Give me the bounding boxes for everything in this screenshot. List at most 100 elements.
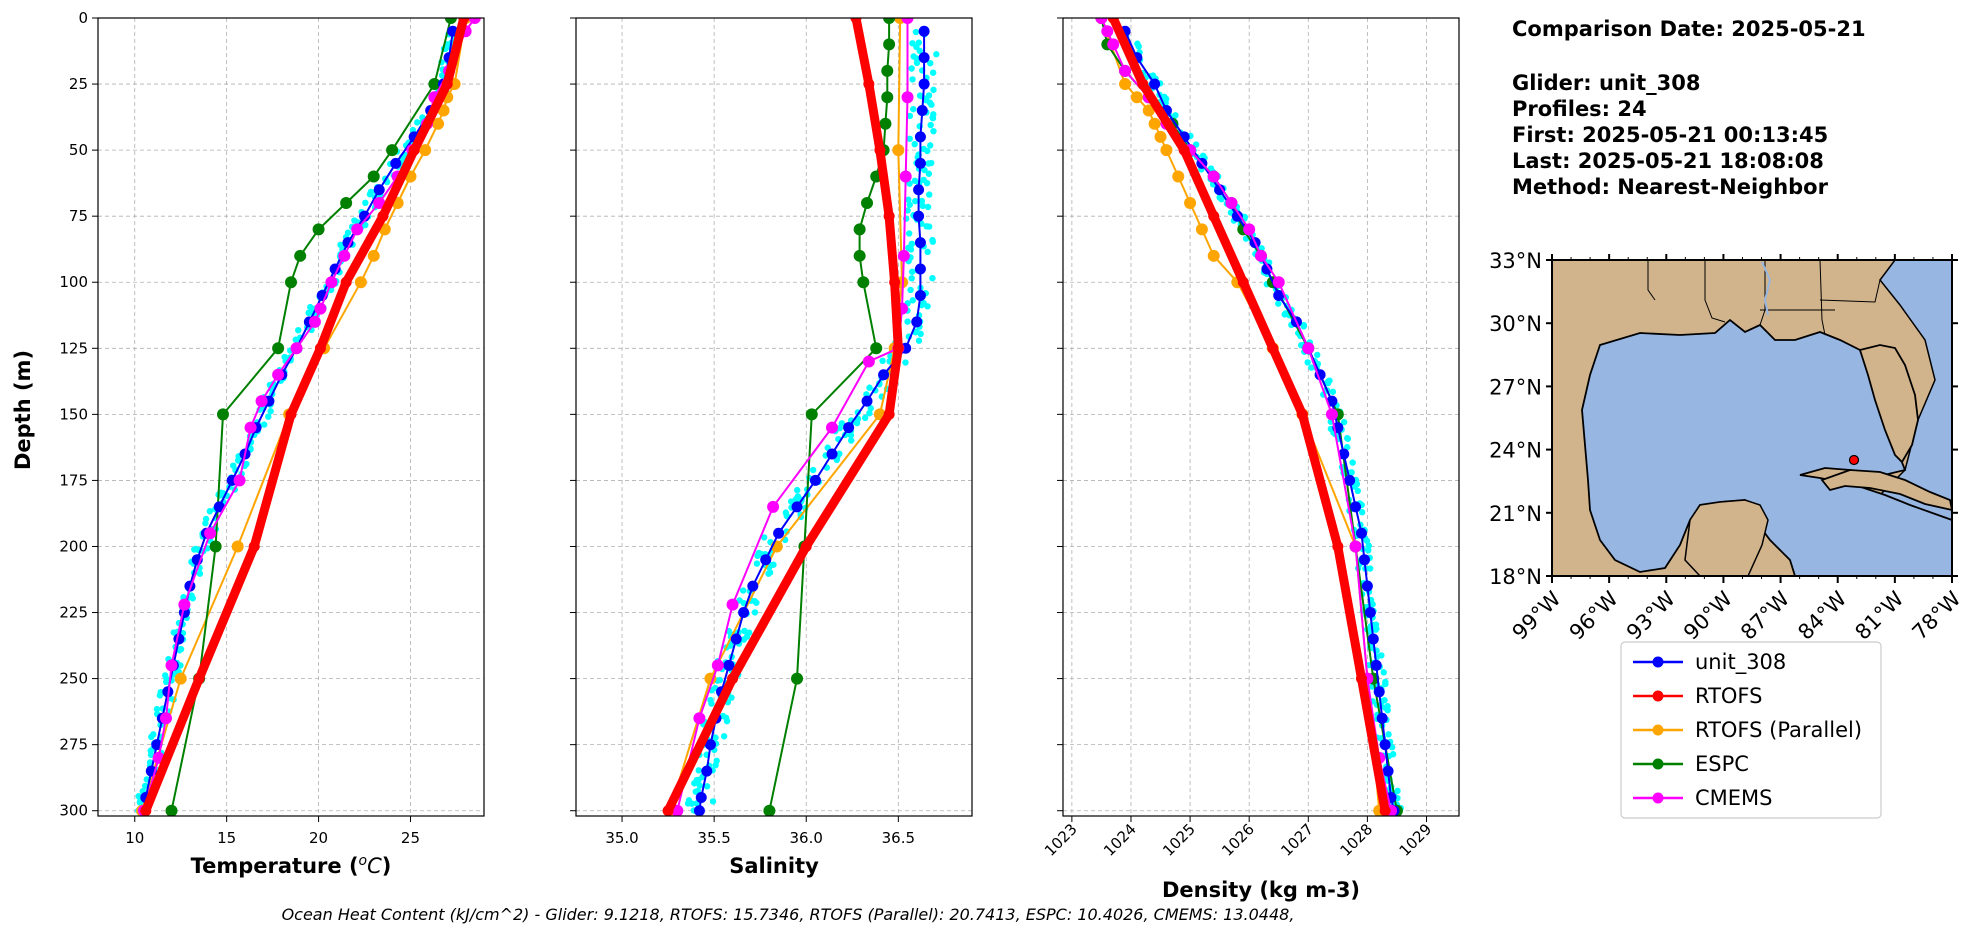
- series-point-espc: [340, 196, 353, 209]
- series-point-rtofs_parallel: [432, 117, 445, 130]
- glider-raw-point: [1275, 300, 1282, 307]
- map-frame: [1551, 259, 1953, 577]
- glider-raw-point: [1329, 388, 1337, 395]
- series-point-cmems: [901, 91, 914, 104]
- info-block: Comparison Date: 2025-05-21 Glider: unit…: [1512, 17, 1866, 199]
- y-tick-label: 125: [59, 339, 88, 357]
- series-point-espc: [881, 91, 894, 104]
- glider-raw-point: [1304, 359, 1311, 366]
- map-lat-label: 21°N: [1489, 502, 1542, 526]
- glider-raw-point: [751, 609, 759, 616]
- series-point-cmems: [1101, 25, 1114, 38]
- glider-raw-point: [708, 700, 715, 707]
- glider-raw-point: [1207, 165, 1215, 172]
- map-cuba: [1820, 469, 1952, 511]
- glider-raw-point: [1300, 321, 1308, 329]
- x-tick-label: 1029: [1396, 820, 1436, 860]
- glider-raw-point: [148, 733, 155, 741]
- series-point-glider: [918, 25, 930, 37]
- legend: unit_308 RTOFS RTOFS (Parallel) ESPC CMEMS: [1620, 641, 1882, 819]
- series-point-glider: [773, 527, 785, 539]
- map-lon-label: 90°W: [1679, 586, 1737, 644]
- series-point-glider: [1367, 633, 1379, 645]
- panel-3: 1023 1024 1025 1026 1027 1028 1029 Density (kg …: [1041, 17, 1460, 902]
- panel-2: 35.0 35.5 36.0 36.5 Salinity: [570, 17, 973, 878]
- series-point-cmems: [711, 659, 724, 672]
- series-point-espc: [367, 170, 380, 183]
- glider-raw-point: [847, 437, 855, 444]
- glider-raw-point: [153, 705, 161, 713]
- glider-raw-point: [157, 688, 164, 696]
- series-point-glider: [826, 448, 838, 460]
- series-point-cmems: [862, 355, 875, 368]
- glider-raw-point: [924, 203, 932, 211]
- series-point-espc: [216, 408, 229, 421]
- series-point-glider: [914, 289, 926, 301]
- series-point-espc: [853, 249, 866, 262]
- map-lon-label: 84°W: [1793, 586, 1851, 644]
- series-point-glider: [730, 633, 742, 645]
- series-point-rtofs_parallel: [1119, 78, 1132, 91]
- series-point-espc: [881, 64, 894, 77]
- glider-raw-point: [230, 462, 237, 469]
- series-point-glider: [747, 580, 759, 592]
- series-line-rtofs-thick: [1108, 18, 1390, 816]
- glider-raw-point: [909, 76, 916, 83]
- glider-raw-point: [351, 217, 358, 224]
- series-point-espc: [294, 249, 307, 262]
- legend-label-espc: ESPC: [1695, 752, 1749, 776]
- series-point-glider: [704, 739, 716, 751]
- legend-label-rtofs_parallel: RTOFS (Parallel): [1695, 718, 1862, 742]
- glider-raw-point: [1349, 459, 1356, 466]
- series-point-rtofs_parallel: [1154, 130, 1167, 143]
- series-point-rtofs_parallel: [892, 144, 905, 157]
- series-point-espc: [312, 223, 325, 236]
- map-lat-label: 27°N: [1489, 375, 1542, 399]
- glider-raw-point: [745, 629, 753, 636]
- glider-raw-point: [910, 105, 917, 113]
- glider-raw-point: [1161, 93, 1168, 101]
- glider-raw-point: [793, 486, 801, 494]
- glider-raw-point: [147, 751, 155, 759]
- profile-panels: 0 25 50 75 100 125 150 175 200 225 250 275 300 10 15 20…: [59, 9, 1460, 902]
- series-point-espc: [861, 196, 874, 209]
- glider-raw-point: [206, 508, 213, 515]
- series-point-cmems: [373, 196, 386, 209]
- glider-raw-point: [740, 636, 748, 643]
- series-point-rtofs_parallel: [419, 144, 432, 157]
- series-point-espc: [883, 18, 896, 24]
- glider-raw-point: [1282, 310, 1289, 317]
- series-point-rtofs_parallel: [1195, 223, 1208, 236]
- glider-raw-point: [723, 717, 731, 725]
- glider-raw-point: [1358, 509, 1366, 516]
- series-point-espc: [879, 117, 892, 130]
- y-tick-label: 25: [69, 75, 88, 93]
- glider-raw-point: [1218, 196, 1225, 203]
- glider-raw-point: [739, 587, 747, 594]
- glider-raw-point: [305, 309, 312, 317]
- glider-raw-point: [905, 196, 912, 203]
- x-tick-label: 35.5: [697, 829, 730, 847]
- ocean-heat-content-footer: Ocean Heat Content (kJ/cm^2) - Glider: 9…: [282, 905, 1295, 924]
- glider-raw-point: [1348, 469, 1355, 476]
- glider-raw-point: [927, 121, 934, 129]
- y-tick-label: 250: [59, 670, 88, 688]
- series-point-cmems: [693, 712, 706, 725]
- series-point-glider: [914, 237, 926, 249]
- series-point-glider: [695, 792, 707, 804]
- glider-raw-point: [1380, 669, 1387, 676]
- series-point-glider: [1379, 739, 1391, 751]
- series-point-rtofs_parallel: [367, 249, 380, 262]
- glider-raw-point: [925, 223, 933, 230]
- x-tick-label: 1027: [1277, 820, 1317, 860]
- series-point-espc: [285, 276, 297, 289]
- glider-raw-point: [1149, 72, 1157, 79]
- panel-frame: [97, 17, 485, 817]
- glider-raw-point: [930, 127, 937, 135]
- glider-raw-point: [921, 166, 928, 174]
- glider-raw-point: [344, 229, 352, 236]
- x-tick-label: 1025: [1159, 820, 1199, 860]
- glider-raw-point: [202, 520, 209, 527]
- x-tick-label: 36.0: [790, 829, 823, 847]
